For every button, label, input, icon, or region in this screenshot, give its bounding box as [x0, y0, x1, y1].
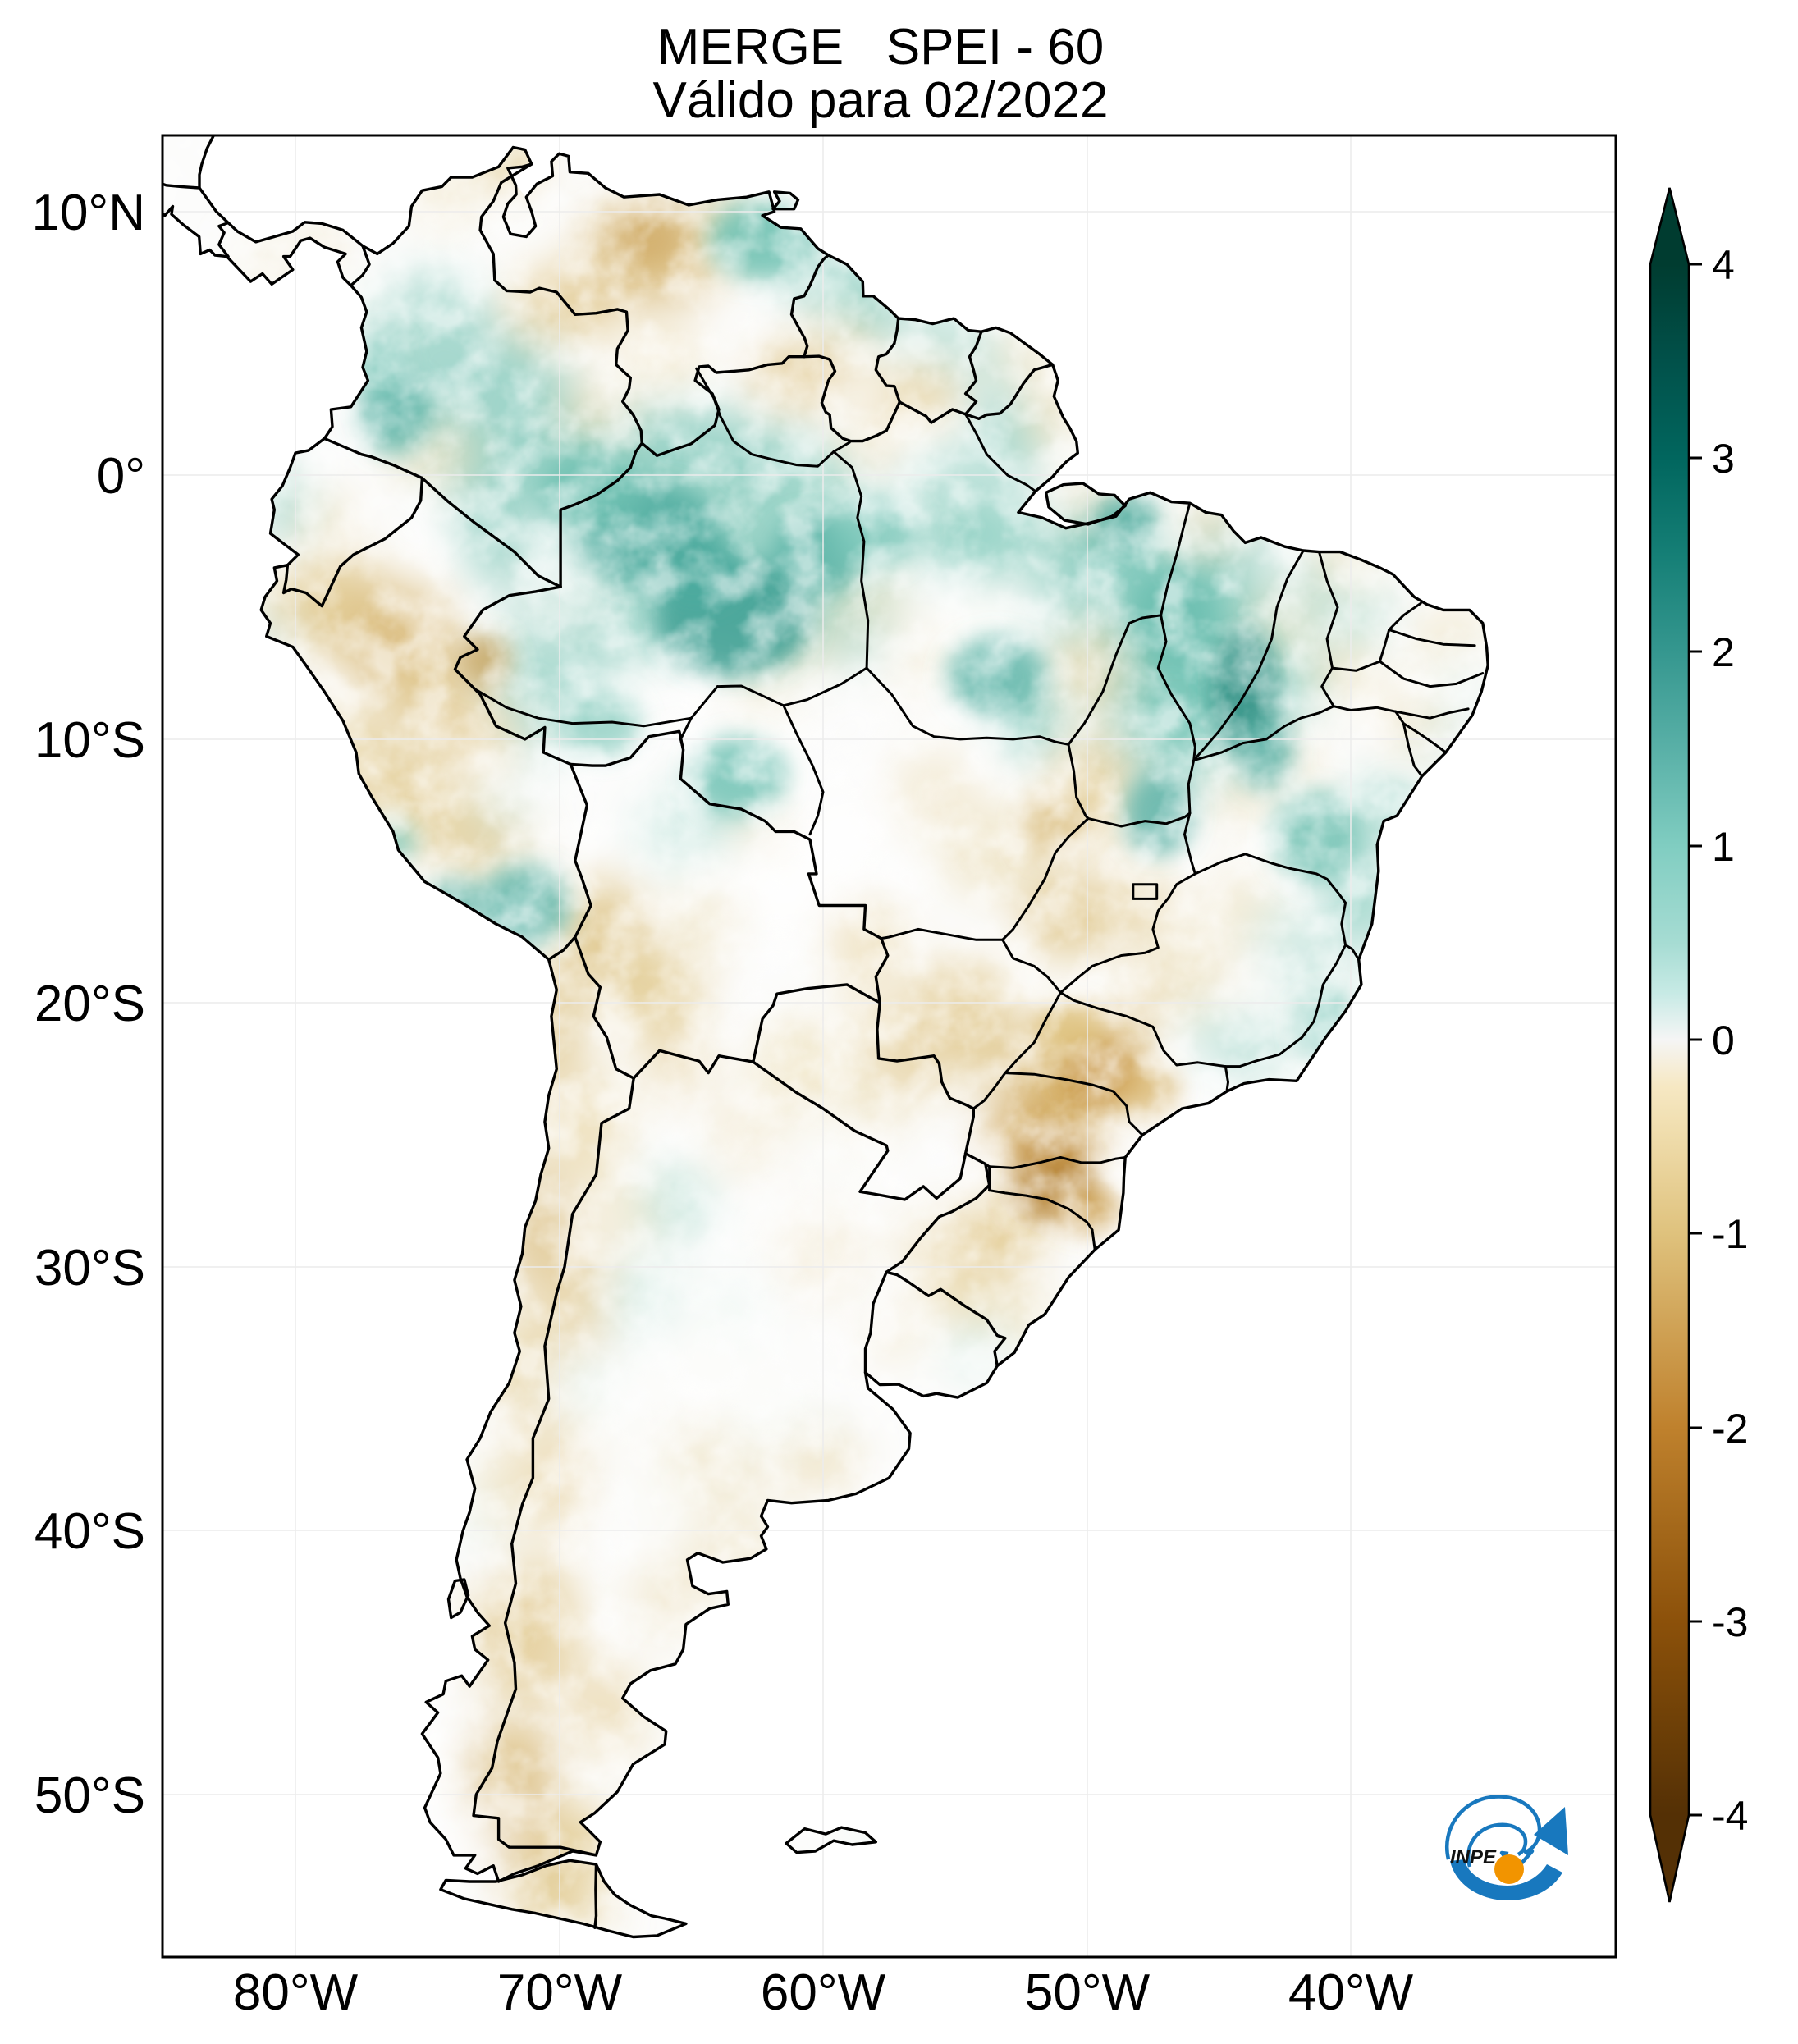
svg-text:0°: 0° [97, 448, 145, 505]
svg-text:-4: -4 [1712, 1793, 1748, 1839]
svg-text:Válido para 02/2022: Válido para 02/2022 [652, 72, 1108, 129]
svg-text:60°W: 60°W [761, 1964, 886, 2021]
svg-text:-3: -3 [1712, 1599, 1748, 1645]
svg-text:10°N: 10°N [31, 185, 145, 241]
svg-text:40°S: 40°S [34, 1503, 145, 1560]
svg-text:80°W: 80°W [233, 1964, 359, 2021]
svg-text:MERGE SPEI - 60: MERGE SPEI - 60 [657, 19, 1104, 75]
svg-text:INPE: INPE [1450, 1846, 1497, 1868]
svg-text:70°W: 70°W [497, 1964, 623, 2021]
svg-text:0: 0 [1712, 1017, 1735, 1063]
svg-text:40°W: 40°W [1288, 1964, 1414, 2021]
svg-text:1: 1 [1712, 824, 1735, 870]
svg-text:10°S: 10°S [34, 712, 145, 769]
svg-text:50°S: 50°S [34, 1767, 145, 1824]
svg-text:-2: -2 [1712, 1406, 1748, 1452]
svg-text:20°S: 20°S [34, 976, 145, 1032]
svg-text:3: 3 [1712, 436, 1735, 482]
svg-text:50°W: 50°W [1025, 1964, 1151, 2021]
svg-text:4: 4 [1712, 242, 1735, 288]
svg-text:30°S: 30°S [34, 1240, 145, 1296]
svg-text:2: 2 [1712, 629, 1735, 675]
svg-text:-1: -1 [1712, 1211, 1748, 1257]
